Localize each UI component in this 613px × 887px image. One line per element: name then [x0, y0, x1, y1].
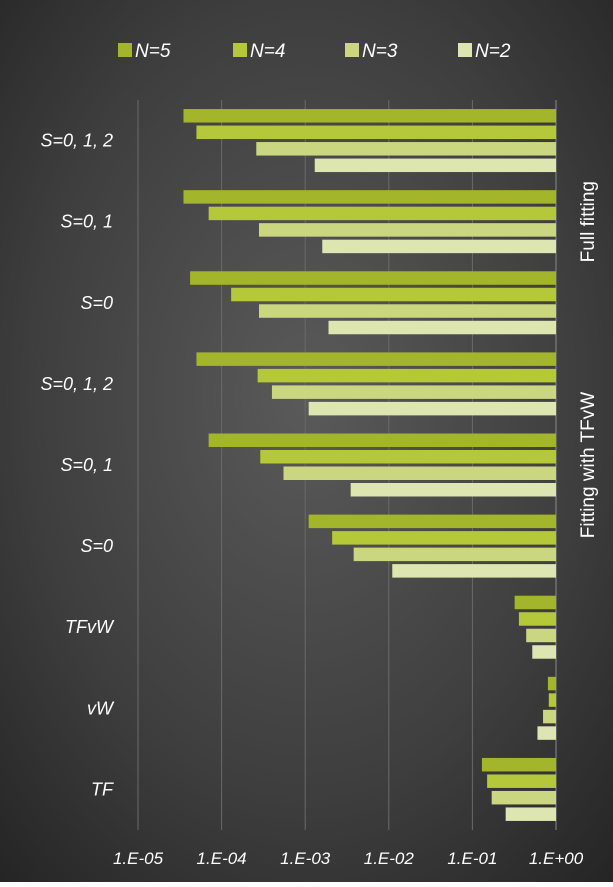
- x-tick-label: 1.E+00: [529, 849, 584, 868]
- x-tick-label: 1.E-01: [447, 849, 497, 868]
- bar: [283, 466, 556, 480]
- bar: [505, 807, 556, 821]
- category-label: S=0, 1, 2: [40, 374, 113, 394]
- x-tick-label: 1.E-05: [113, 849, 164, 868]
- bar: [353, 547, 556, 562]
- group-labels: Full fitting Fitting with TFvW: [578, 181, 599, 538]
- category-label: S=0, 1, 2: [40, 131, 113, 151]
- bar: [190, 271, 556, 285]
- bar: [208, 433, 556, 447]
- x-tick-label: 1.E-04: [197, 849, 247, 868]
- bar: [328, 320, 556, 335]
- legend-swatch: [345, 43, 359, 57]
- bar: [350, 483, 556, 497]
- bar: [332, 531, 556, 545]
- category-label: vW: [87, 698, 115, 718]
- x-tick-label: 1.E-03: [280, 849, 331, 868]
- legend: N=5 N=4 N=3 N=2: [118, 41, 511, 62]
- bar: [183, 190, 557, 204]
- bar: [532, 645, 556, 659]
- bar: [487, 774, 556, 788]
- category-label: TFvW: [65, 617, 115, 637]
- bar: [322, 239, 556, 254]
- category-label: S=0: [80, 293, 113, 313]
- x-axis-ticks: 1.E-05 1.E-04 1.E-03 1.E-02 1.E-01 1.E+00: [113, 849, 584, 868]
- bar: [308, 401, 556, 416]
- bar: [256, 142, 556, 156]
- bar: [491, 790, 556, 805]
- x-tick-label: 1.E-02: [364, 849, 415, 868]
- bar: [257, 368, 556, 383]
- bars: [183, 109, 557, 821]
- bar: [314, 158, 556, 173]
- bar: [481, 757, 556, 772]
- group-label: Fitting with TFvW: [578, 392, 599, 538]
- legend-swatch: [118, 43, 132, 57]
- bar: [392, 564, 556, 578]
- legend-label: N=5: [135, 41, 171, 62]
- bar: [196, 352, 556, 366]
- bar: [258, 304, 556, 318]
- bar: [526, 628, 556, 643]
- bar: [260, 450, 556, 464]
- bar: [518, 612, 556, 626]
- bar: [196, 125, 556, 140]
- bar: [514, 595, 556, 610]
- category-label: S=0, 1: [60, 455, 113, 475]
- category-label: TF: [91, 779, 114, 799]
- bar: [258, 223, 556, 237]
- bar: [537, 726, 556, 740]
- category-labels: S=0, 1, 2S=0, 1S=0S=0, 1, 2S=0, 1S=0TFvW…: [40, 131, 115, 800]
- legend-label: N=2: [475, 41, 511, 62]
- bar: [547, 676, 556, 691]
- gridlines: [137, 100, 557, 830]
- legend-label: N=3: [362, 41, 398, 62]
- bar: [183, 109, 557, 123]
- legend-label: N=4: [250, 41, 285, 62]
- legend-swatch: [458, 43, 472, 57]
- bar: [271, 385, 556, 399]
- legend-swatch: [233, 43, 247, 57]
- bar: [548, 693, 556, 707]
- bar: [308, 514, 556, 529]
- bar: [208, 206, 556, 221]
- category-label: S=0, 1: [60, 212, 113, 232]
- bar: [231, 287, 556, 302]
- category-label: S=0: [80, 536, 113, 556]
- group-label: Full fitting: [578, 181, 599, 262]
- bar: [543, 709, 556, 724]
